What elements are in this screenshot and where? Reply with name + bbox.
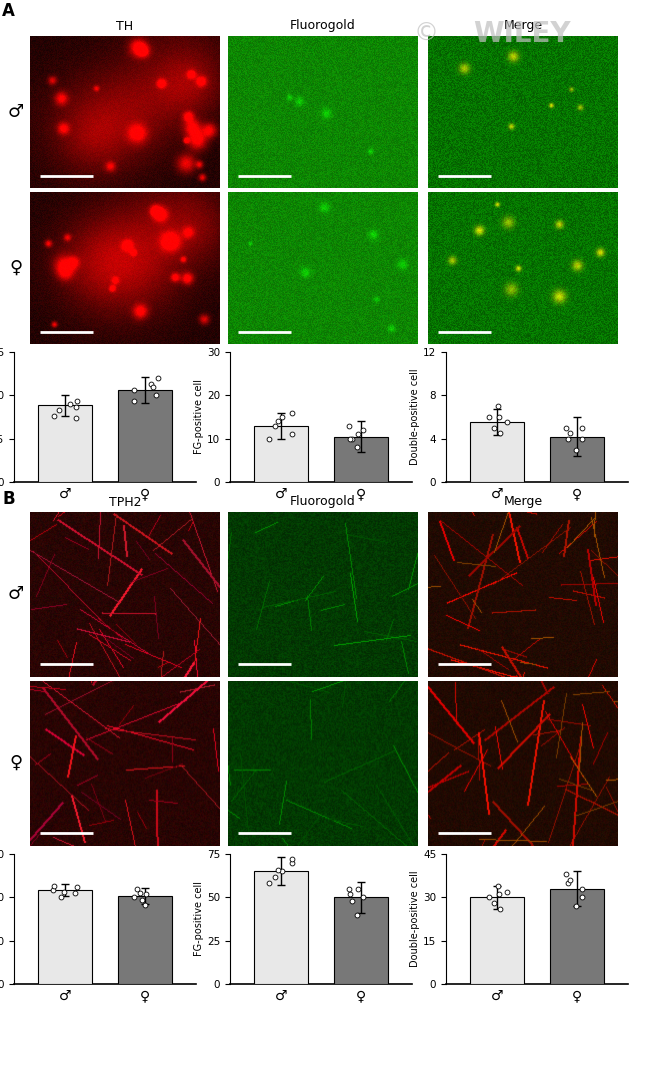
- Bar: [38, 406, 92, 482]
- Bar: [254, 871, 308, 984]
- Bar: [333, 436, 388, 482]
- Text: Fluorogold: Fluorogold: [290, 496, 356, 509]
- Bar: [550, 889, 604, 984]
- Text: ♀: ♀: [10, 259, 23, 277]
- Text: ©: ©: [413, 22, 439, 47]
- Bar: [118, 896, 172, 984]
- Text: A: A: [2, 2, 15, 20]
- Text: TH: TH: [116, 20, 133, 33]
- Bar: [38, 890, 92, 984]
- Text: ♀: ♀: [10, 754, 23, 773]
- Bar: [470, 897, 525, 984]
- Y-axis label: FG-positive cell: FG-positive cell: [194, 380, 204, 455]
- Text: ♂: ♂: [8, 103, 24, 122]
- Text: WILEY: WILEY: [473, 21, 571, 48]
- Text: B: B: [2, 490, 14, 508]
- Text: Merge: Merge: [504, 496, 543, 509]
- Bar: [333, 897, 388, 984]
- Text: TPH2: TPH2: [109, 496, 141, 509]
- Text: Merge: Merge: [504, 20, 543, 33]
- Bar: [118, 390, 172, 482]
- Bar: [254, 425, 308, 482]
- Y-axis label: Double-positive cell: Double-positive cell: [410, 870, 421, 968]
- Bar: [550, 436, 604, 482]
- Text: Fluorogold: Fluorogold: [290, 20, 356, 33]
- Y-axis label: FG-positive cell: FG-positive cell: [194, 881, 204, 957]
- Text: ♂: ♂: [8, 585, 24, 603]
- Bar: [470, 422, 525, 482]
- Y-axis label: Double-positive cell: Double-positive cell: [410, 369, 421, 465]
